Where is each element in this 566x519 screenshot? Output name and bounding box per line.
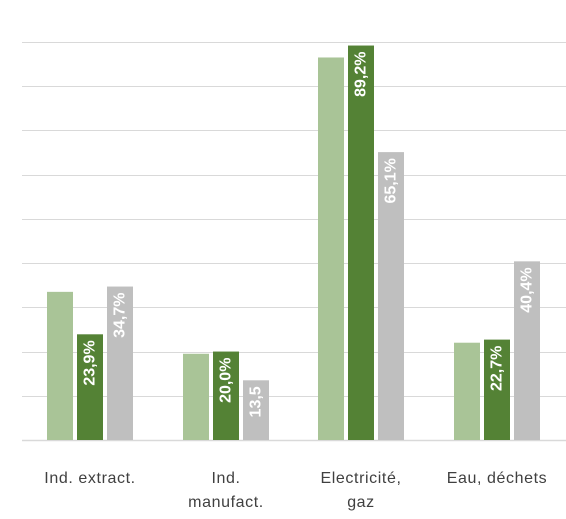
data-label: 20,0% bbox=[218, 358, 235, 403]
bar bbox=[213, 351, 239, 440]
bar bbox=[484, 339, 510, 440]
bar bbox=[348, 45, 374, 440]
data-label: 89,2% bbox=[353, 52, 370, 97]
data-label: 40,4% bbox=[519, 267, 536, 312]
bar bbox=[107, 286, 133, 440]
category-label: Ind. manufact. bbox=[188, 470, 264, 511]
bar bbox=[183, 353, 209, 440]
category-label: Eau, déchets bbox=[447, 470, 548, 487]
bar bbox=[514, 261, 540, 440]
category-labels: Ind. extract. Ind. manufact. Electricité, ga… bbox=[44, 470, 548, 511]
bar bbox=[243, 380, 269, 440]
data-labels: 23,9% 34,7% 20,0% 13,5 89,2% 65,1% 22,7% 40,4% bbox=[82, 52, 536, 418]
data-label: 23,9% bbox=[82, 340, 99, 385]
bar bbox=[77, 334, 103, 440]
data-label: 65,1% bbox=[383, 158, 400, 203]
category-label: Ind. extract. bbox=[44, 470, 135, 487]
bar bbox=[318, 57, 344, 440]
bar bbox=[378, 152, 404, 440]
bar bbox=[454, 342, 480, 440]
category-label: Electricité, gaz bbox=[321, 470, 402, 511]
data-label: 22,7% bbox=[489, 346, 506, 391]
bar bbox=[47, 291, 73, 440]
bars bbox=[47, 45, 540, 440]
data-label: 13,5 bbox=[248, 386, 265, 417]
data-label: 34,7% bbox=[112, 293, 129, 338]
